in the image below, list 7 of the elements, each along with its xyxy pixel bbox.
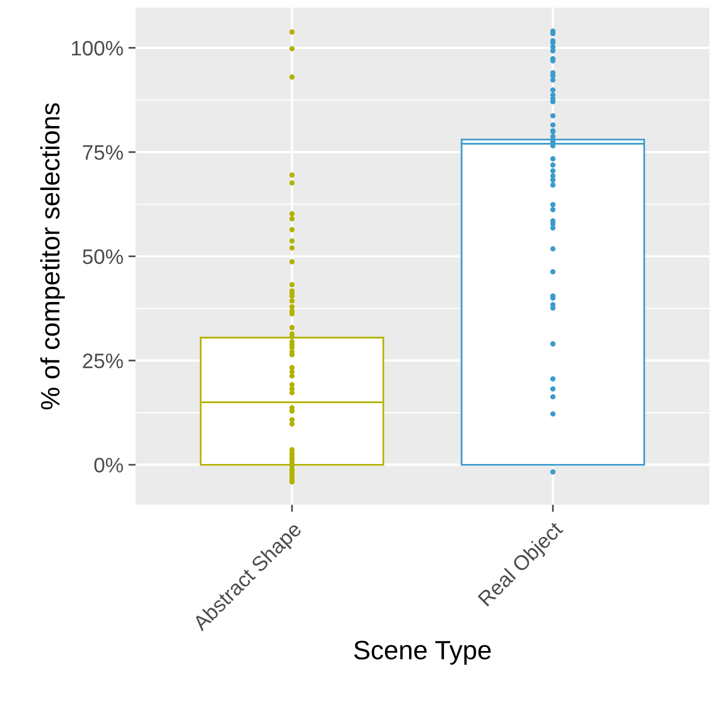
y-axis-title: % of competitor selections [40, 103, 65, 410]
y-tick-label: 25% [83, 354, 123, 368]
y-tick-label: 75% [83, 145, 123, 160]
y-tick-label: 50% [82, 249, 123, 264]
y-tick-label: 100% [72, 40, 123, 56]
x-axis-title: Scene Type [354, 640, 491, 665]
y-tick-label: 0% [94, 458, 123, 473]
